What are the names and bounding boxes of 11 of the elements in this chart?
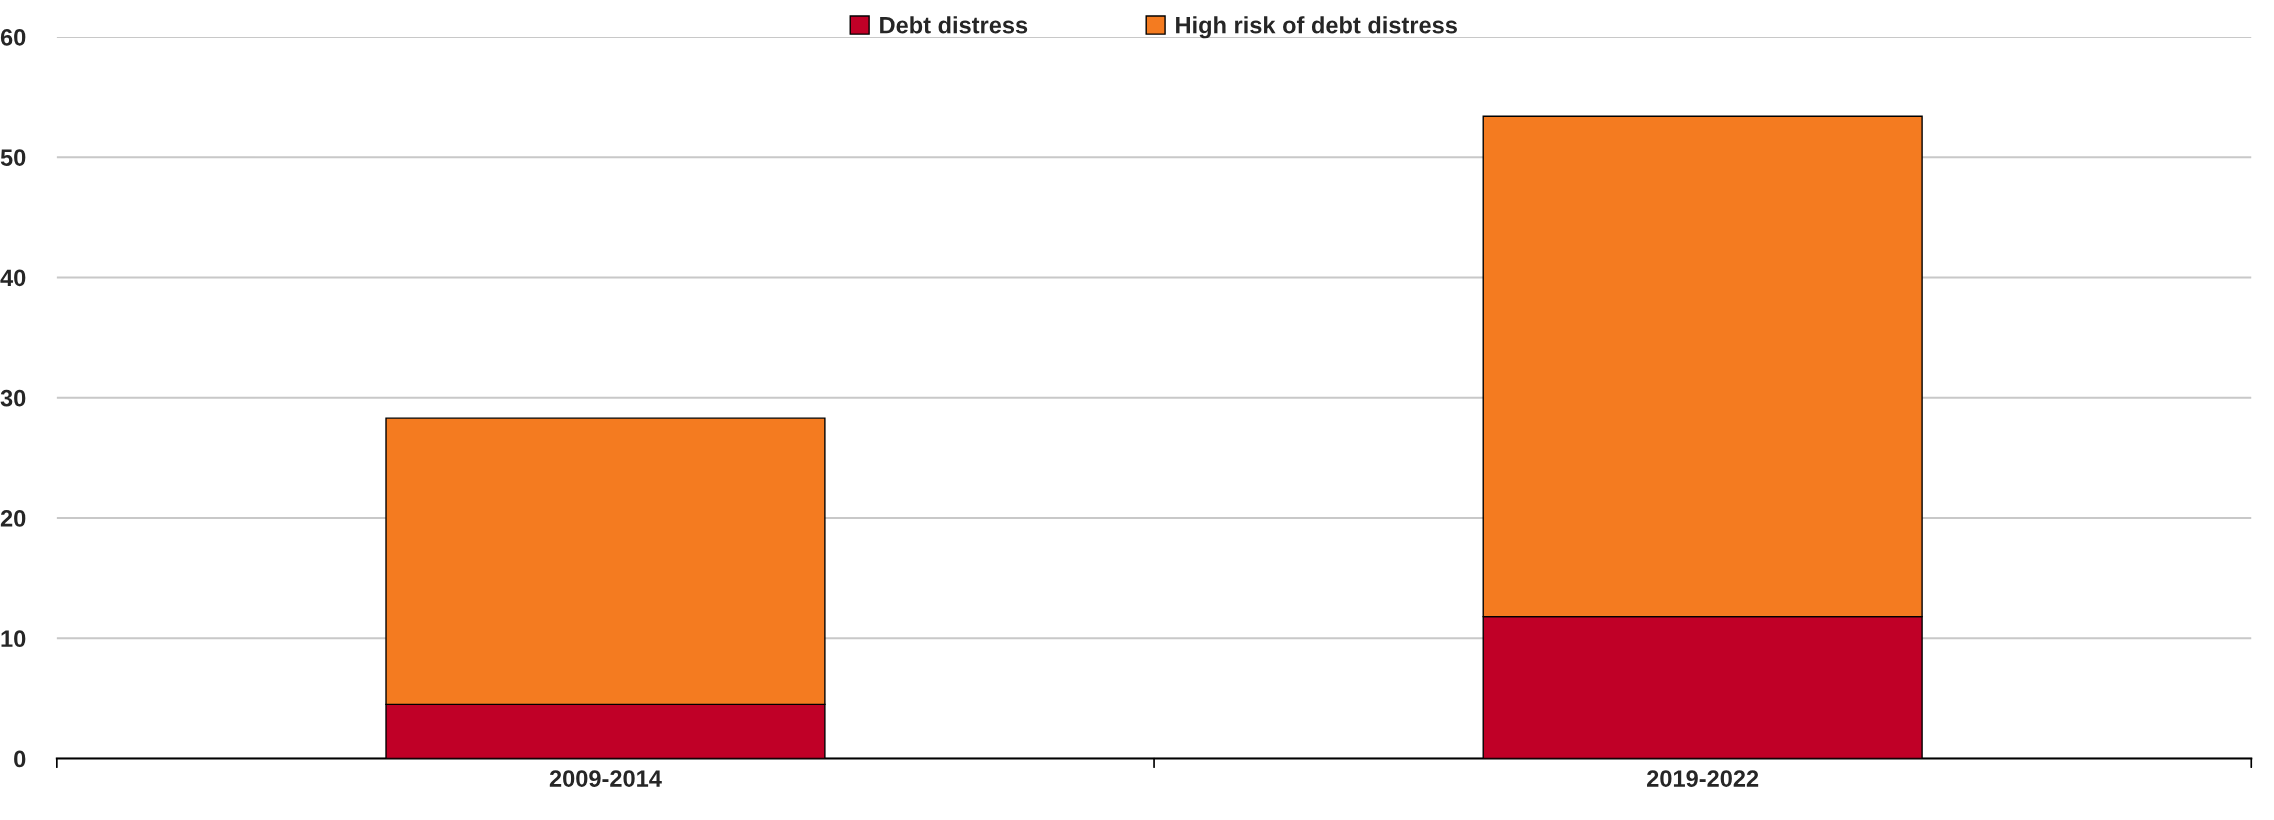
legend-label: High risk of debt distress — [1176, 16, 1457, 39]
x-tick-label: 2009-2014 — [549, 770, 662, 787]
x-tick-label: 2019-2022 — [1647, 770, 1759, 787]
y-tick-label: 10 — [1, 630, 26, 648]
y-tick-label: 60 — [0, 28, 26, 46]
y-tick-label: 30 — [0, 389, 26, 407]
legend-label: Debt distress — [880, 16, 1028, 34]
y-tick-label: 20 — [0, 510, 26, 527]
y-tick-label: 40 — [0, 269, 26, 287]
y-tick-label: 50 — [0, 149, 26, 166]
y-tick-label: 0 — [14, 750, 26, 768]
